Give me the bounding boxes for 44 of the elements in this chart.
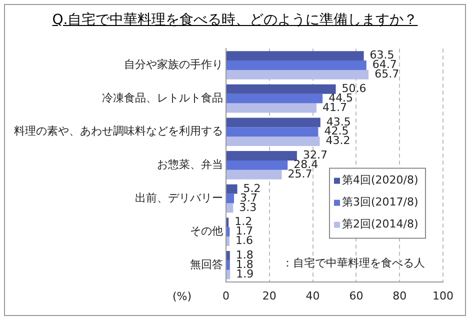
y-tick-label: 出前、デリバリー	[135, 191, 223, 204]
legend-label: 第4回(2020/8)	[342, 174, 418, 187]
bar	[226, 227, 230, 237]
y-tick-label: 自分や家族の手作り	[124, 58, 223, 72]
bar	[226, 60, 366, 70]
chart-title: Q.自宅で中華料理を食べる時、どのように準備しますか？	[52, 12, 418, 28]
x-tick-label: 0	[222, 289, 230, 302]
bar	[226, 103, 316, 113]
bar	[226, 51, 364, 61]
bar	[226, 84, 336, 94]
bar	[226, 151, 297, 160]
bar	[226, 70, 369, 80]
bar	[226, 170, 282, 180]
bar	[226, 136, 320, 146]
y-tick-label: 冷凍食品、レトルト食品	[102, 91, 223, 104]
bar	[226, 260, 230, 270]
bar	[226, 94, 323, 104]
x-tick-label: 80	[392, 289, 407, 302]
y-tick-label: お惣菜、弁当	[157, 158, 223, 172]
legend-label: 第2回(2014/8)	[342, 218, 418, 231]
y-tick-label: その他	[190, 224, 223, 238]
bar	[226, 203, 234, 213]
x-axis-title: (%)	[172, 290, 192, 304]
data-label: 1.6	[235, 234, 253, 248]
bar	[226, 194, 234, 204]
annotation: ：自宅で中華料理を食べる人	[282, 256, 425, 270]
bar	[226, 250, 230, 260]
data-label: 43.2	[326, 134, 350, 148]
y-tick-label: 無回答	[190, 258, 223, 271]
bar	[226, 127, 318, 137]
data-label: 25.7	[288, 168, 312, 180]
x-tick-label: 100	[432, 289, 454, 302]
bar	[226, 270, 230, 280]
x-tick-label: 20	[262, 289, 276, 302]
bar	[226, 118, 320, 128]
bar	[226, 236, 230, 246]
legend-label: 第3回(2017/8)	[342, 196, 418, 209]
y-tick-label: 料理の素や、あわせ調味料などを利用する	[14, 124, 223, 138]
x-tick-label: 40	[306, 289, 320, 302]
bar	[226, 160, 288, 170]
bar	[226, 184, 238, 194]
data-label: 65.7	[374, 68, 400, 81]
data-label: 3.3	[239, 200, 257, 214]
x-tick-label: 60	[349, 289, 364, 302]
